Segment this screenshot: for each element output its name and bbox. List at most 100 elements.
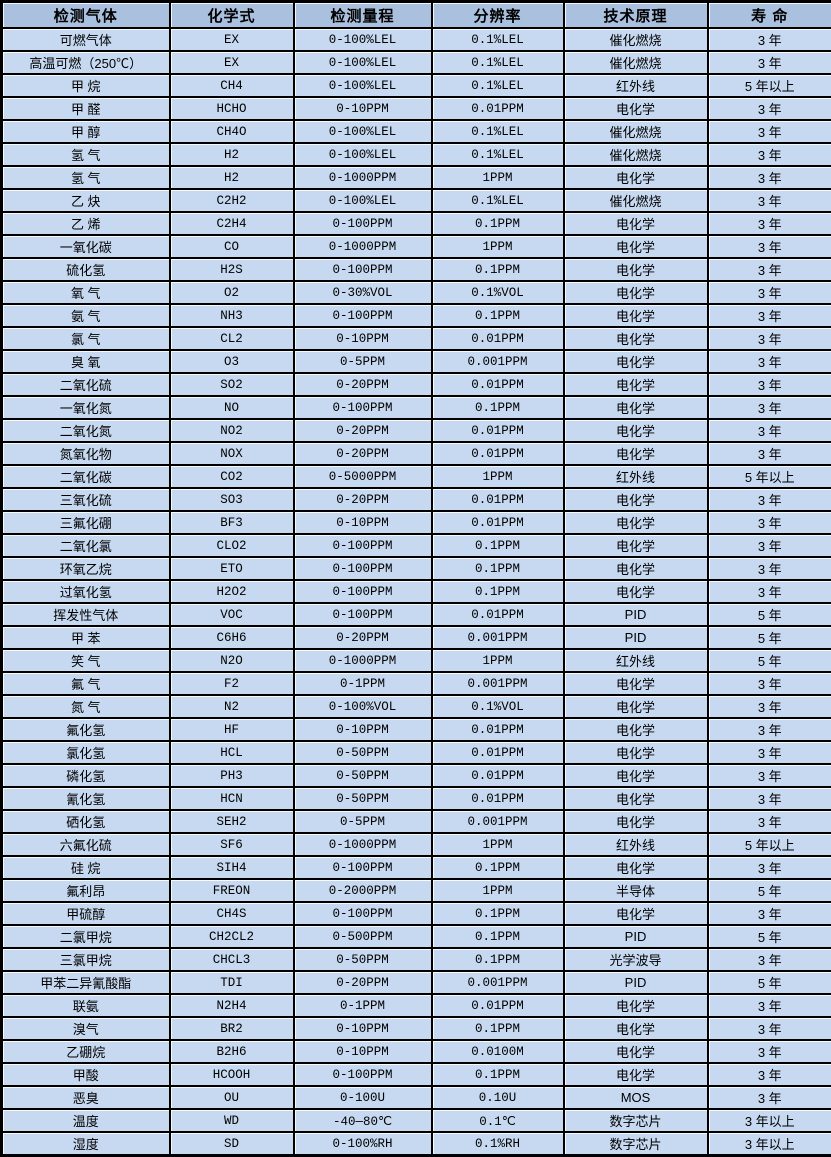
cell-formula: BF3 [170, 511, 294, 534]
cell-range: 0-100%RH [294, 1132, 432, 1156]
cell-resolution: 0.1PPM [432, 856, 564, 879]
cell-principle: 催化燃烧 [564, 143, 708, 166]
cell-principle: 电化学 [564, 534, 708, 557]
cell-gas: 二氯甲烷 [2, 925, 170, 948]
cell-lifespan: 3 年 [708, 557, 831, 580]
header-lifespan: 寿 命 [708, 2, 831, 29]
cell-principle: 电化学 [564, 396, 708, 419]
cell-range: 0-100PPM [294, 603, 432, 626]
cell-range: 0-100PPM [294, 212, 432, 235]
cell-resolution: 0.1PPM [432, 212, 564, 235]
cell-resolution: 0.1PPM [432, 580, 564, 603]
cell-resolution: 0.01PPM [432, 603, 564, 626]
cell-formula: C2H2 [170, 189, 294, 212]
header-row: 检测气体 化学式 检测量程 分辨率 技术原理 寿 命 [2, 2, 831, 29]
cell-lifespan: 3 年 [708, 1040, 831, 1063]
cell-formula: B2H6 [170, 1040, 294, 1063]
cell-gas: 乙 炔 [2, 189, 170, 212]
cell-formula: SO3 [170, 488, 294, 511]
cell-lifespan: 3 年 [708, 166, 831, 189]
cell-formula: SEH2 [170, 810, 294, 833]
cell-resolution: 0.001PPM [432, 810, 564, 833]
header-formula: 化学式 [170, 2, 294, 29]
cell-principle: 电化学 [564, 764, 708, 787]
cell-lifespan: 3 年 [708, 810, 831, 833]
cell-gas: 氨 气 [2, 304, 170, 327]
cell-resolution: 1PPM [432, 649, 564, 672]
cell-range: 0-100PPM [294, 258, 432, 281]
cell-gas: 氯 气 [2, 327, 170, 350]
cell-principle: 电化学 [564, 580, 708, 603]
cell-lifespan: 5 年 [708, 879, 831, 902]
cell-gas: 臭 氧 [2, 350, 170, 373]
cell-principle: 电化学 [564, 281, 708, 304]
cell-gas: 氯化氢 [2, 741, 170, 764]
cell-gas: 甲苯二异氰酸酯 [2, 971, 170, 994]
cell-formula: H2 [170, 143, 294, 166]
cell-resolution: 0.0100M [432, 1040, 564, 1063]
cell-gas: 乙硼烷 [2, 1040, 170, 1063]
cell-lifespan: 3 年 [708, 327, 831, 350]
cell-lifespan: 3 年 [708, 994, 831, 1017]
cell-lifespan: 3 年 [708, 258, 831, 281]
cell-gas: 挥发性气体 [2, 603, 170, 626]
cell-formula: CHCL3 [170, 948, 294, 971]
cell-formula: ETO [170, 557, 294, 580]
cell-range: 0-5PPM [294, 350, 432, 373]
cell-range: 0-20PPM [294, 488, 432, 511]
cell-gas: 三氯甲烷 [2, 948, 170, 971]
cell-range: 0-100PPM [294, 580, 432, 603]
cell-resolution: 0.1PPM [432, 948, 564, 971]
cell-resolution: 0.10U [432, 1086, 564, 1109]
cell-formula: HCHO [170, 97, 294, 120]
cell-formula: NO2 [170, 419, 294, 442]
cell-resolution: 0.1PPM [432, 1017, 564, 1040]
cell-principle: 催化燃烧 [564, 189, 708, 212]
cell-gas: 磷化氢 [2, 764, 170, 787]
cell-range: 0-30%VOL [294, 281, 432, 304]
cell-resolution: 0.1PPM [432, 557, 564, 580]
cell-resolution: 0.01PPM [432, 419, 564, 442]
cell-formula: WD [170, 1109, 294, 1132]
cell-formula: O2 [170, 281, 294, 304]
cell-gas: 一氧化氮 [2, 396, 170, 419]
cell-principle: 电化学 [564, 511, 708, 534]
cell-resolution: 0.1PPM [432, 902, 564, 925]
cell-range: 0-10PPM [294, 327, 432, 350]
cell-principle: 光学波导 [564, 948, 708, 971]
cell-formula: C2H4 [170, 212, 294, 235]
cell-principle: 半导体 [564, 879, 708, 902]
cell-principle: 数字芯片 [564, 1132, 708, 1156]
cell-resolution: 0.01PPM [432, 327, 564, 350]
cell-lifespan: 5 年以上 [708, 465, 831, 488]
cell-lifespan: 5 年以上 [708, 833, 831, 856]
cell-lifespan: 5 年以上 [708, 74, 831, 97]
cell-range: 0-20PPM [294, 442, 432, 465]
cell-lifespan: 3 年 [708, 235, 831, 258]
cell-lifespan: 3 年 [708, 189, 831, 212]
cell-gas: 氟化氢 [2, 718, 170, 741]
cell-resolution: 0.001PPM [432, 350, 564, 373]
cell-resolution: 0.1%LEL [432, 51, 564, 74]
cell-resolution: 0.1PPM [432, 304, 564, 327]
cell-gas: 硅 烷 [2, 856, 170, 879]
cell-formula: SIH4 [170, 856, 294, 879]
cell-gas: 甲硫醇 [2, 902, 170, 925]
cell-lifespan: 3 年 [708, 396, 831, 419]
cell-range: 0-20PPM [294, 373, 432, 396]
